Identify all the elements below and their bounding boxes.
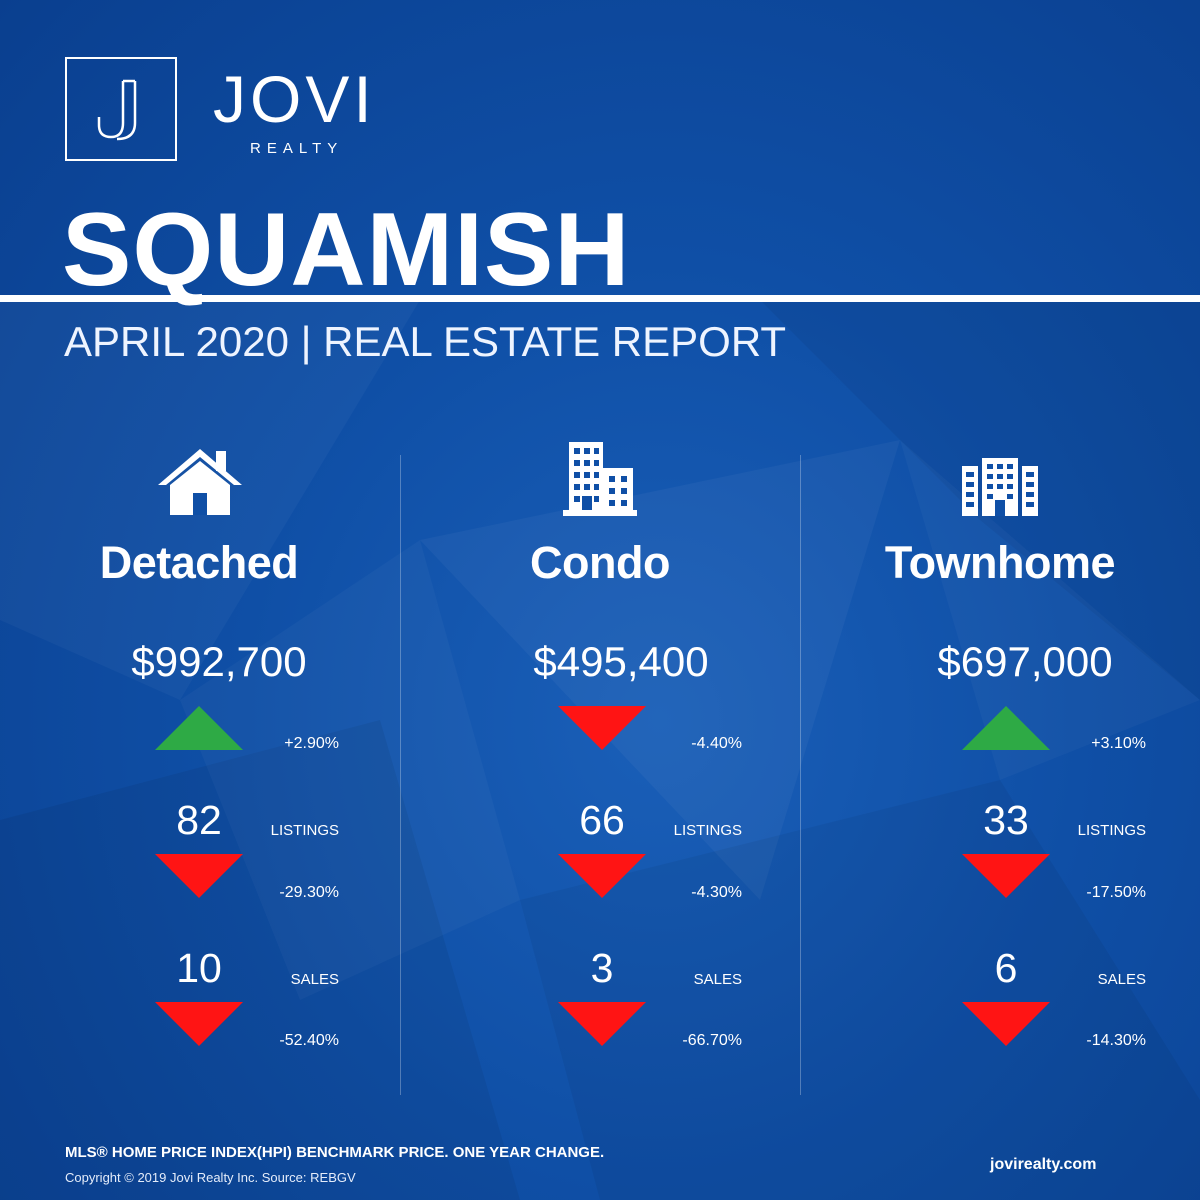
sales-change: -14.30% [1086, 1032, 1146, 1049]
listings-label: LISTINGS [673, 822, 742, 839]
house-icon [158, 449, 242, 515]
trend-down-icon [962, 1002, 1050, 1046]
listings-change: -17.50% [1086, 884, 1146, 901]
price-change: +2.90% [284, 735, 339, 752]
category-title: Townhome [884, 537, 1116, 588]
townhome-building-icon [962, 458, 1038, 516]
listings-label: LISTINGS [270, 822, 339, 839]
listings-change: -4.30% [691, 884, 742, 901]
report-subtitle: APRIL 2020 | REAL ESTATE REPORT [64, 318, 787, 365]
benchmark-price: $992,700 [131, 638, 307, 685]
title-rule [0, 295, 1200, 302]
listings-change: -29.30% [279, 884, 339, 901]
trend-up-icon [155, 706, 243, 750]
footer-note: MLS® HOME PRICE INDEX(HPI) BENCHMARK PRI… [65, 1144, 605, 1161]
trend-down-icon [558, 706, 646, 750]
price-change: -4.40% [691, 735, 742, 752]
trend-down-icon [558, 1002, 646, 1046]
benchmark-price: $495,400 [533, 638, 709, 685]
sales-count: 6 [994, 945, 1018, 991]
sales-change: -52.40% [279, 1032, 339, 1049]
trend-down-icon [155, 1002, 243, 1046]
sales-label: SALES [1097, 971, 1146, 988]
listings-count: 82 [176, 797, 222, 843]
listings-label: LISTINGS [1077, 822, 1146, 839]
website-link[interactable]: jovirealty.com [990, 1156, 1097, 1173]
trend-up-icon [962, 706, 1050, 750]
listings-count: 33 [983, 797, 1029, 843]
logo-mark [65, 57, 177, 161]
brand-name: JOVI [213, 62, 376, 136]
condo-building-icon [563, 442, 637, 516]
category-title: Detached [99, 537, 299, 588]
sales-count: 10 [176, 945, 222, 991]
column-divider [800, 455, 801, 1095]
listings-count: 66 [579, 797, 625, 843]
copyright: Copyright © 2019 Jovi Realty Inc. Source… [65, 1170, 356, 1185]
trend-down-icon [155, 854, 243, 898]
city-title: SQUAMISH [62, 192, 631, 308]
category-title: Condo [530, 537, 670, 588]
benchmark-price: $697,000 [937, 638, 1113, 685]
sales-label: SALES [693, 971, 742, 988]
trend-down-icon [558, 854, 646, 898]
sales-count: 3 [590, 945, 614, 991]
sales-label: SALES [290, 971, 339, 988]
logo-j-icon [97, 79, 137, 141]
column-divider [400, 455, 401, 1095]
price-change: +3.10% [1091, 735, 1146, 752]
trend-down-icon [962, 854, 1050, 898]
brand-subtitle: REALTY [250, 140, 344, 157]
sales-change: -66.70% [682, 1032, 742, 1049]
